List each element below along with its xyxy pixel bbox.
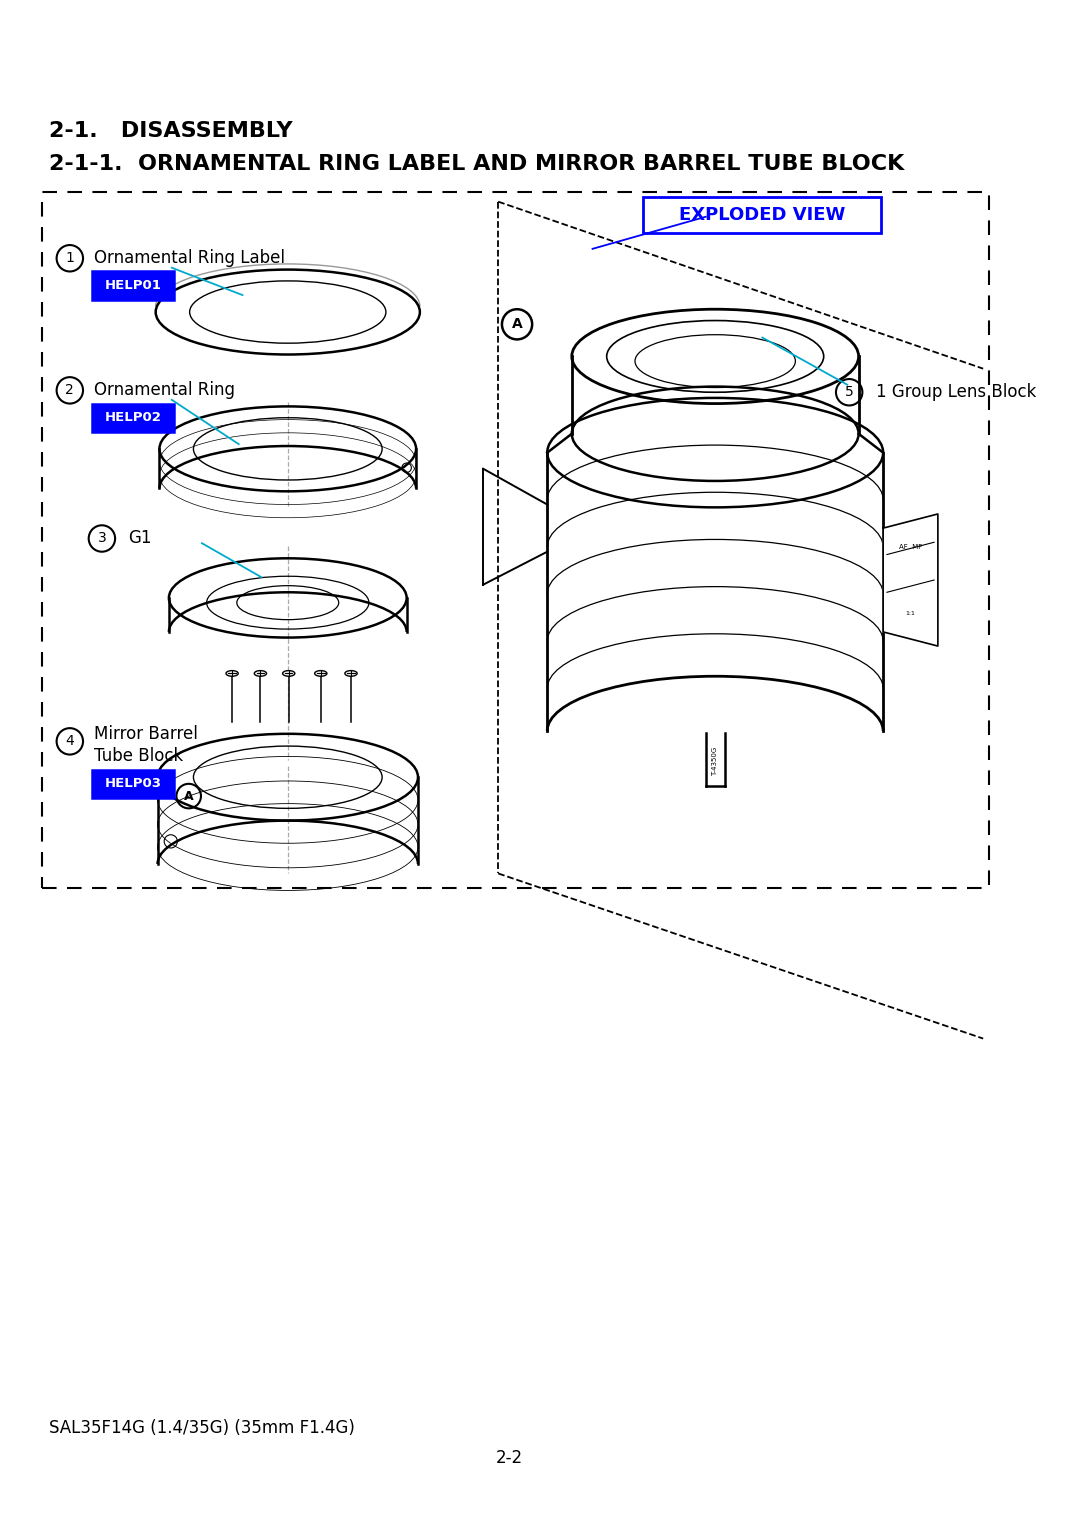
Text: HELP03: HELP03 bbox=[105, 778, 162, 790]
Text: T-4350G: T-4350G bbox=[712, 747, 718, 776]
Polygon shape bbox=[883, 513, 937, 646]
Text: AF  MF: AF MF bbox=[899, 544, 922, 550]
Text: 1: 1 bbox=[66, 251, 75, 266]
Text: G1: G1 bbox=[129, 530, 152, 547]
Text: 1 Group Lens Block: 1 Group Lens Block bbox=[876, 384, 1036, 402]
Text: Ornamental Ring: Ornamental Ring bbox=[94, 382, 235, 399]
Text: A: A bbox=[184, 790, 193, 802]
Text: 2-1-1.  ORNAMENTAL RING LABEL AND MIRROR BARREL TUBE BLOCK: 2-1-1. ORNAMENTAL RING LABEL AND MIRROR … bbox=[49, 154, 904, 174]
Text: 1:1: 1:1 bbox=[905, 611, 916, 616]
Ellipse shape bbox=[254, 671, 267, 677]
Text: A: A bbox=[512, 318, 523, 332]
Ellipse shape bbox=[314, 671, 327, 677]
Ellipse shape bbox=[345, 671, 357, 677]
Text: 2-1.   DISASSEMBLY: 2-1. DISASSEMBLY bbox=[49, 121, 293, 141]
Text: 2-2: 2-2 bbox=[496, 1450, 523, 1467]
FancyBboxPatch shape bbox=[93, 403, 174, 432]
Ellipse shape bbox=[226, 671, 239, 677]
Text: Tube Block: Tube Block bbox=[94, 747, 184, 766]
FancyBboxPatch shape bbox=[93, 272, 174, 299]
Text: HELP01: HELP01 bbox=[105, 280, 162, 292]
Text: 2: 2 bbox=[66, 384, 75, 397]
Ellipse shape bbox=[283, 671, 295, 677]
Text: 3: 3 bbox=[97, 532, 106, 545]
Text: SAL35F14G (1.4/35G) (35mm F1.4G): SAL35F14G (1.4/35G) (35mm F1.4G) bbox=[49, 1420, 355, 1438]
Text: HELP02: HELP02 bbox=[105, 411, 162, 425]
Text: Mirror Barrel: Mirror Barrel bbox=[94, 724, 199, 743]
Text: Ornamental Ring Label: Ornamental Ring Label bbox=[94, 249, 285, 267]
Text: EXPLODED VIEW: EXPLODED VIEW bbox=[679, 206, 846, 225]
Text: 4: 4 bbox=[66, 735, 75, 749]
Text: 5: 5 bbox=[845, 385, 853, 399]
FancyBboxPatch shape bbox=[93, 770, 174, 798]
Bar bbox=[42, 193, 989, 888]
